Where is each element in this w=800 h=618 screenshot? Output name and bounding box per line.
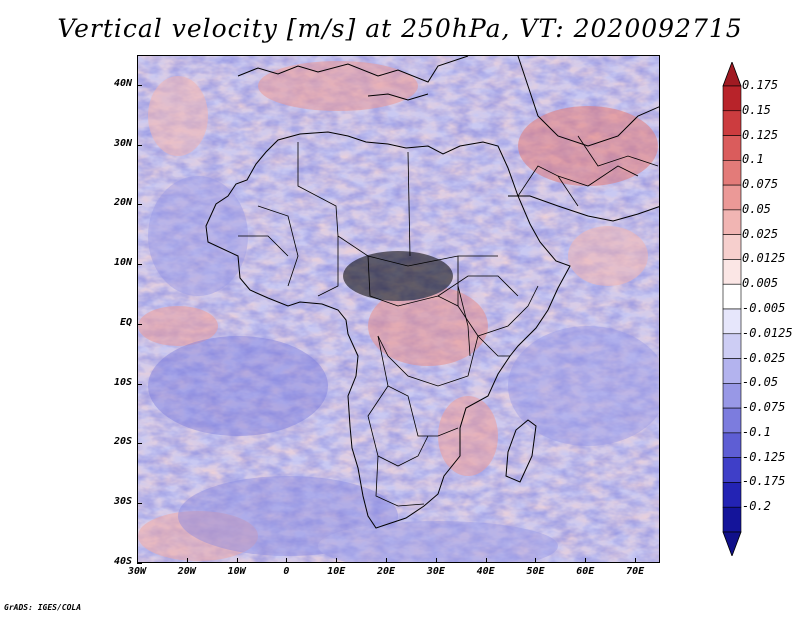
colorbar-bottom-arrow xyxy=(722,531,742,556)
coastlines xyxy=(205,56,659,529)
longitude-label: 10W xyxy=(227,566,246,577)
colorbar-segment xyxy=(722,457,742,483)
latitude-label: 10S xyxy=(113,376,132,388)
colorbar-label: -0.1 xyxy=(742,424,771,439)
longitude-tick xyxy=(386,558,388,563)
colorbar-top-arrow xyxy=(722,62,742,87)
latitude-tick xyxy=(137,383,142,385)
descent-regions xyxy=(148,176,659,562)
colorbar-segment xyxy=(722,234,742,260)
colorbar-label: -0.125 xyxy=(742,449,786,464)
colorbar-segment xyxy=(722,135,742,161)
chart-title: Vertical velocity [m/s] at 250hPa, VT: 2… xyxy=(57,14,743,43)
latitude-label: 40N xyxy=(113,77,132,89)
longitude-tick xyxy=(485,558,487,563)
colorbar-label: 0.05 xyxy=(742,201,771,216)
colorbar-segment xyxy=(722,506,742,533)
longitude-label: 10E xyxy=(327,566,346,577)
colorbar-segment xyxy=(722,308,742,335)
colorbar-label: 0.0125 xyxy=(742,251,786,266)
colorbar-label: -0.025 xyxy=(742,350,786,365)
colorbar-label: 0.1 xyxy=(742,152,764,167)
latitude-label: 30S xyxy=(113,496,132,508)
longitude-label: 20E xyxy=(377,566,396,577)
latitude-tick xyxy=(137,204,142,206)
longitude-tick xyxy=(435,558,437,563)
latitude-label: EQ xyxy=(119,316,132,328)
latitude-tick xyxy=(137,144,142,146)
longitude-tick xyxy=(336,558,338,563)
vertical-velocity-field xyxy=(138,56,659,562)
colorbar-segment xyxy=(722,110,742,136)
colorbar-segment xyxy=(722,184,742,211)
colorbar-segment xyxy=(722,160,742,186)
colorbar-segment xyxy=(722,358,742,384)
colorbar-label: -0.175 xyxy=(742,474,786,489)
latitude-label: 10N xyxy=(113,257,132,269)
colorbar-label: -0.05 xyxy=(742,375,779,390)
colorbar-label: 0.175 xyxy=(742,78,779,92)
latitude-label: 30N xyxy=(113,137,132,149)
colorbar-segment xyxy=(722,407,742,434)
latitude-tick xyxy=(137,563,142,564)
longitude-label: 30E xyxy=(426,566,445,577)
colorbar-segment xyxy=(722,482,742,508)
colorbar-segment xyxy=(722,333,742,359)
colorbar-label: -0.2 xyxy=(742,499,771,514)
colorbar-label: 0.075 xyxy=(742,177,779,192)
longitude-label: 30W xyxy=(127,566,147,577)
colorbar xyxy=(722,62,742,556)
colorbar-segment xyxy=(722,432,742,458)
colorbar-segment xyxy=(722,209,742,235)
latitude-tick xyxy=(137,443,142,445)
latitude-tick xyxy=(137,264,142,266)
colorbar-segment xyxy=(722,259,742,285)
country-borders xyxy=(238,135,659,507)
latitude-tick xyxy=(137,84,142,86)
latitude-label: 40S xyxy=(113,556,132,567)
colorbar-label: -0.005 xyxy=(742,301,786,315)
colorbar-segment xyxy=(722,383,742,409)
colorbar-segment xyxy=(722,283,742,310)
longitude-label: 40E xyxy=(476,566,495,577)
colorbar-label: 0.005 xyxy=(742,276,779,291)
latitude-tick xyxy=(137,503,142,505)
latitude-label: 20N xyxy=(113,197,132,209)
longitude-label: 0 xyxy=(283,566,290,577)
longitude-tick xyxy=(137,558,138,563)
longitude-tick xyxy=(535,558,537,563)
colorbar-segment xyxy=(722,85,742,112)
colorbar-label: 0.025 xyxy=(742,226,779,241)
colorbar-label: -0.0125 xyxy=(742,325,793,340)
colorbar-label: 0.15 xyxy=(742,102,771,117)
grads-credit: GrADS: IGES/COLA xyxy=(4,603,82,612)
map-panel xyxy=(137,55,660,563)
latitude-label: 20S xyxy=(113,436,132,448)
longitude-label: 20W xyxy=(177,566,196,577)
latitude-tick xyxy=(137,323,142,325)
longitude-tick xyxy=(186,558,188,563)
longitude-tick xyxy=(236,558,238,563)
longitude-label: 60E xyxy=(576,566,595,577)
longitude-tick xyxy=(585,558,587,563)
colorbar-label: -0.075 xyxy=(742,400,786,415)
longitude-label: 50E xyxy=(526,566,545,577)
longitude-tick xyxy=(286,558,288,563)
longitude-label: 70E xyxy=(626,566,645,577)
colorbar-label: 0.125 xyxy=(742,127,779,142)
longitude-tick xyxy=(635,558,637,563)
